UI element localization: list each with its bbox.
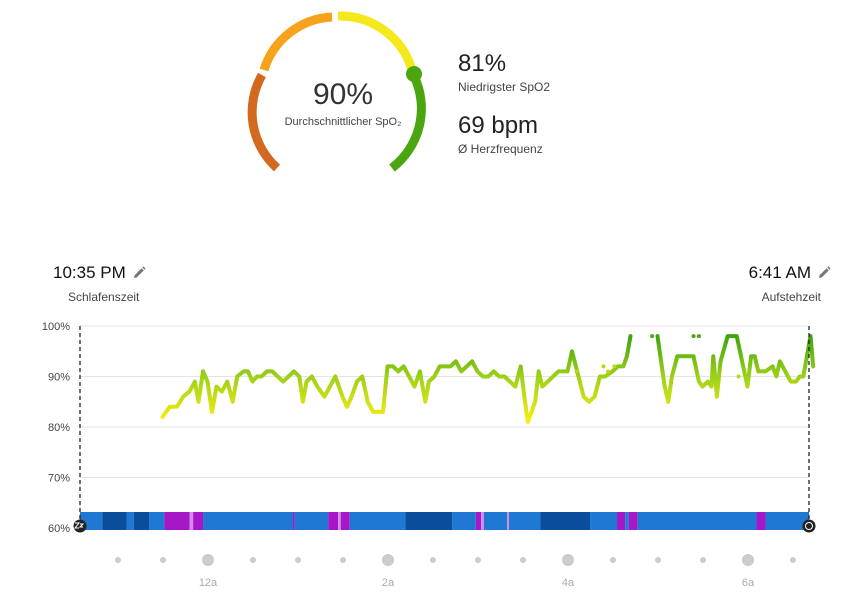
sleep-stage-deep xyxy=(102,512,127,530)
x-axis-dot xyxy=(700,557,706,563)
spo2-chart: 100% 90% 80% 70% 60% 12a 2a 4a 6a xyxy=(42,321,816,589)
spo2-series-line xyxy=(160,334,633,424)
bedtime-label: Schlafenszeit xyxy=(68,290,140,304)
spo2-series-line xyxy=(655,334,816,404)
sleep-stage-rem xyxy=(164,512,190,530)
x-tick-label: 2a xyxy=(382,577,395,589)
sleep-stage-light xyxy=(203,512,294,530)
lowest-spo2-value: 81% xyxy=(458,50,507,77)
avg-spo2-gauge xyxy=(247,11,426,172)
sleep-stage-deep xyxy=(540,512,591,530)
sleep-stage-light xyxy=(590,512,618,530)
wake-block: 6:41 AM Aufstehzeit xyxy=(749,263,831,304)
x-axis-dot xyxy=(430,557,436,563)
y-tick-label: 90% xyxy=(48,372,70,384)
spo2-point xyxy=(612,364,617,369)
sleep-stage-awake xyxy=(189,512,194,530)
gauge-segment-green xyxy=(389,74,426,172)
sleep-stage-light xyxy=(483,512,508,530)
spo2-point xyxy=(696,334,701,339)
x-axis-dot xyxy=(610,557,616,563)
x-axis-hour-marker xyxy=(742,554,754,566)
sleep-stage-rem xyxy=(340,512,350,530)
spo2-point xyxy=(601,364,606,369)
heart-rate-label: Ø Herzfrequenz xyxy=(458,142,543,156)
x-axis-dot xyxy=(520,557,526,563)
gauge-indicator xyxy=(406,66,422,82)
x-tick-label: 6a xyxy=(742,577,755,589)
alarm-icon xyxy=(802,519,816,533)
sleep-stage-light xyxy=(637,512,757,530)
x-tick-label: 12a xyxy=(199,577,218,589)
sleep-stage-awake xyxy=(507,512,510,530)
x-axis-dot xyxy=(160,557,166,563)
x-axis-dot xyxy=(475,557,481,563)
sleep-stage-light xyxy=(294,512,329,530)
heart-rate-stat: 69 bpm Ø Herzfrequenz xyxy=(458,112,543,156)
y-tick-label: 100% xyxy=(42,321,70,333)
gauge-segment-dark-orange xyxy=(247,72,281,172)
sleep-stage-rem xyxy=(328,512,339,530)
x-axis-dot xyxy=(790,557,796,563)
edit-wake-pencil-icon[interactable] xyxy=(817,266,831,280)
sleep-stage-light xyxy=(349,512,406,530)
x-axis-dot xyxy=(340,557,346,563)
x-axis-dot xyxy=(295,557,301,563)
sleep-stage-rem xyxy=(475,512,482,530)
sleep-stage-deep xyxy=(133,512,150,530)
edit-bedtime-pencil-icon[interactable] xyxy=(132,266,146,280)
sleep-stage-rem xyxy=(293,512,295,530)
x-axis-dot xyxy=(655,557,661,563)
avg-spo2-value: 90% xyxy=(312,78,374,111)
spo2-point xyxy=(606,369,611,374)
gauge-segment-orange xyxy=(259,12,333,72)
sleep-stage-light xyxy=(509,512,541,530)
y-tick-label: 80% xyxy=(48,422,70,434)
lowest-spo2-label: Niedrigster SpO2 xyxy=(458,80,551,94)
sleep-zz-glyph xyxy=(73,522,85,529)
sleep-stage-rem xyxy=(193,512,204,530)
sleep-stage-awake xyxy=(338,512,341,530)
x-axis-hour-marker xyxy=(202,554,214,566)
sleep-stage-rem xyxy=(617,512,626,530)
spo2-point xyxy=(650,334,655,339)
sleep-stage-deep xyxy=(405,512,453,530)
lowest-spo2-stat: 81% Niedrigster SpO2 xyxy=(458,50,550,94)
sleep-stage-light xyxy=(625,512,629,530)
x-tick-label: 4a xyxy=(562,577,575,589)
wake-label: Aufstehzeit xyxy=(761,290,821,304)
y-tick-label: 60% xyxy=(48,523,70,535)
bedtime-value: 10:35 PM xyxy=(53,263,126,282)
sleep-stage-rem xyxy=(628,512,638,530)
y-tick-label: 70% xyxy=(48,473,70,485)
spo2-point xyxy=(574,369,579,374)
sleep-stage-light xyxy=(149,512,165,530)
sleep-stage-light xyxy=(452,512,476,530)
heart-rate-value: 69 bpm xyxy=(458,112,539,139)
bedtime-block: 10:35 PM Schlafenszeit xyxy=(53,263,146,304)
gauge-center: 90% Durchschnittlicher SpO₂ xyxy=(258,78,428,128)
sleep-stage-rem xyxy=(756,512,766,530)
avg-spo2-label: Durchschnittlicher SpO₂ xyxy=(284,116,402,128)
sleep-stage-light xyxy=(765,512,809,530)
sleep-zz-icon xyxy=(73,519,87,533)
gauge-segment-yellow xyxy=(337,11,417,72)
alarm-face-glyph xyxy=(805,522,813,530)
spo2-point xyxy=(691,334,696,339)
sleep-stage-awake xyxy=(481,512,484,530)
sleep-stage-light xyxy=(126,512,134,530)
x-axis-hour-marker xyxy=(562,554,574,566)
x-axis-dot xyxy=(115,557,121,563)
wake-value: 6:41 AM xyxy=(748,263,811,282)
spo2-point xyxy=(736,374,741,379)
x-axis-hour-marker xyxy=(382,554,394,566)
x-axis-dot xyxy=(250,557,256,563)
